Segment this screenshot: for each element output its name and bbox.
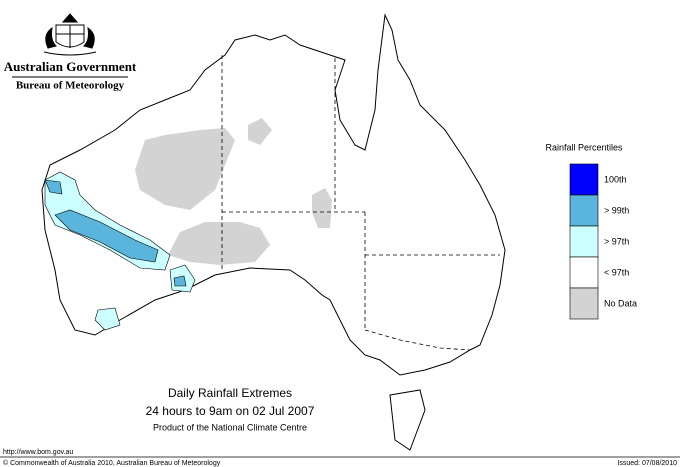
- legend-title: Rainfall Percentiles: [545, 142, 623, 152]
- legend-swatch: [569, 225, 599, 258]
- legend-label: 100th: [604, 174, 627, 184]
- footer-copyright: © Commonwealth of Australia 2010, Austra…: [3, 459, 221, 467]
- footer-url: http://www.bom.gov.au: [3, 449, 73, 456]
- government-name: Australian Government: [4, 59, 137, 74]
- map-title: Daily Rainfall Extremes: [168, 386, 292, 400]
- legend: Rainfall Percentiles 100th > 99th > 97th < …: [545, 142, 637, 320]
- no-data-areas: [135, 118, 332, 265]
- bureau-name: Bureau of Meteorology: [16, 80, 125, 92]
- crest: [43, 13, 97, 56]
- legend-swatch: [569, 287, 599, 320]
- legend-swatch: [569, 194, 599, 227]
- legend-swatch: [569, 163, 599, 196]
- legend-label: No Data: [604, 298, 637, 308]
- legend-swatch: [569, 256, 599, 289]
- tasmania: [389, 389, 426, 451]
- above-99th-area: [44, 179, 187, 287]
- australia-mainland: [41, 13, 506, 376]
- state-borders: [221, 55, 500, 351]
- legend-label: > 97th: [604, 236, 629, 246]
- map-source: Product of the National Climate Centre: [153, 422, 307, 432]
- map-period: 24 hours to 9am on 02 Jul 2007: [146, 404, 315, 418]
- legend-label: > 99th: [604, 205, 629, 215]
- legend-label: < 97th: [604, 267, 629, 277]
- footer-issued: Issued: 07/08/2010: [617, 460, 677, 467]
